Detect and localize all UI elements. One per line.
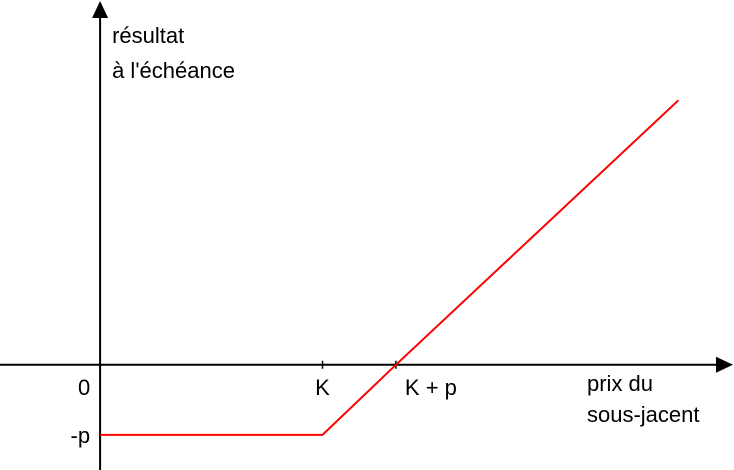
y-axis-label-line: à l'échéance bbox=[112, 58, 235, 83]
y-tick-label-minus-p: -p bbox=[71, 423, 91, 448]
x-tick-label-k-plus-p: K + p bbox=[405, 375, 457, 400]
y-tick-labels: -p bbox=[71, 423, 91, 448]
y-axis-label-line: résultat bbox=[112, 23, 184, 48]
payoff-line bbox=[100, 99, 680, 436]
x-tick-labels: 0 K K + p bbox=[78, 360, 457, 400]
x-axis-label: prix du sous-jacent bbox=[587, 371, 700, 427]
x-axis-arrowhead bbox=[716, 356, 733, 373]
y-axis-arrowhead bbox=[92, 1, 109, 18]
x-axis-label-line: prix du bbox=[587, 371, 653, 396]
x-axis-label-line: sous-jacent bbox=[587, 402, 700, 427]
x-tick-label-zero: 0 bbox=[78, 375, 90, 400]
x-tick-label-k: K bbox=[315, 375, 330, 400]
y-axis-label: résultat à l'échéance bbox=[112, 23, 235, 83]
